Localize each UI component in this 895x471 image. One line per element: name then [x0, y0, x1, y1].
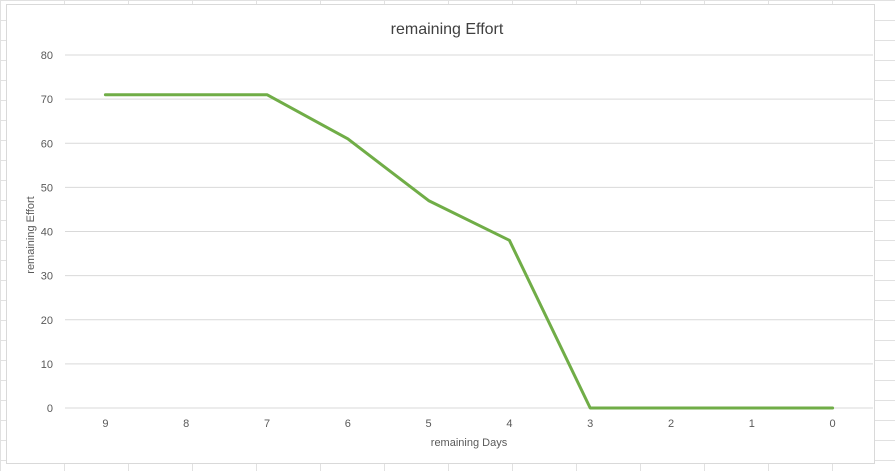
x-axis-tick-labels: 9 8 7 6 5 4 3 2 1 0 — [102, 418, 835, 430]
x-tick-label: 6 — [345, 418, 351, 430]
y-tick-label: 50 — [41, 182, 53, 194]
grid-lines — [65, 54, 873, 409]
y-tick-label: 20 — [41, 315, 53, 327]
x-tick-label: 0 — [830, 418, 836, 430]
x-tick-label: 7 — [264, 418, 270, 430]
x-tick-label: 5 — [426, 418, 432, 430]
x-tick-label: 1 — [749, 418, 755, 430]
y-tick-label: 60 — [41, 138, 53, 150]
chart-title: remaining Effort — [391, 21, 504, 38]
series-line[interactable] — [103, 93, 835, 410]
y-tick-label: 40 — [41, 227, 53, 239]
y-axis-tick-labels: 0 10 20 30 40 50 60 70 80 — [41, 50, 53, 415]
x-tick-label: 3 — [587, 418, 593, 430]
x-tick-label: 2 — [668, 418, 674, 430]
y-tick-label: 10 — [41, 359, 53, 371]
x-axis-label: remaining Days — [431, 437, 508, 449]
y-tick-label: 80 — [41, 50, 53, 62]
y-axis-label: remaining Effort — [25, 196, 37, 273]
series-group — [103, 93, 835, 410]
y-tick-label: 30 — [41, 271, 53, 283]
y-tick-label: 0 — [47, 403, 53, 415]
y-tick-label: 70 — [41, 94, 53, 106]
x-tick-label: 9 — [102, 418, 108, 430]
x-tick-label: 8 — [183, 418, 189, 430]
x-tick-label: 4 — [506, 418, 512, 430]
